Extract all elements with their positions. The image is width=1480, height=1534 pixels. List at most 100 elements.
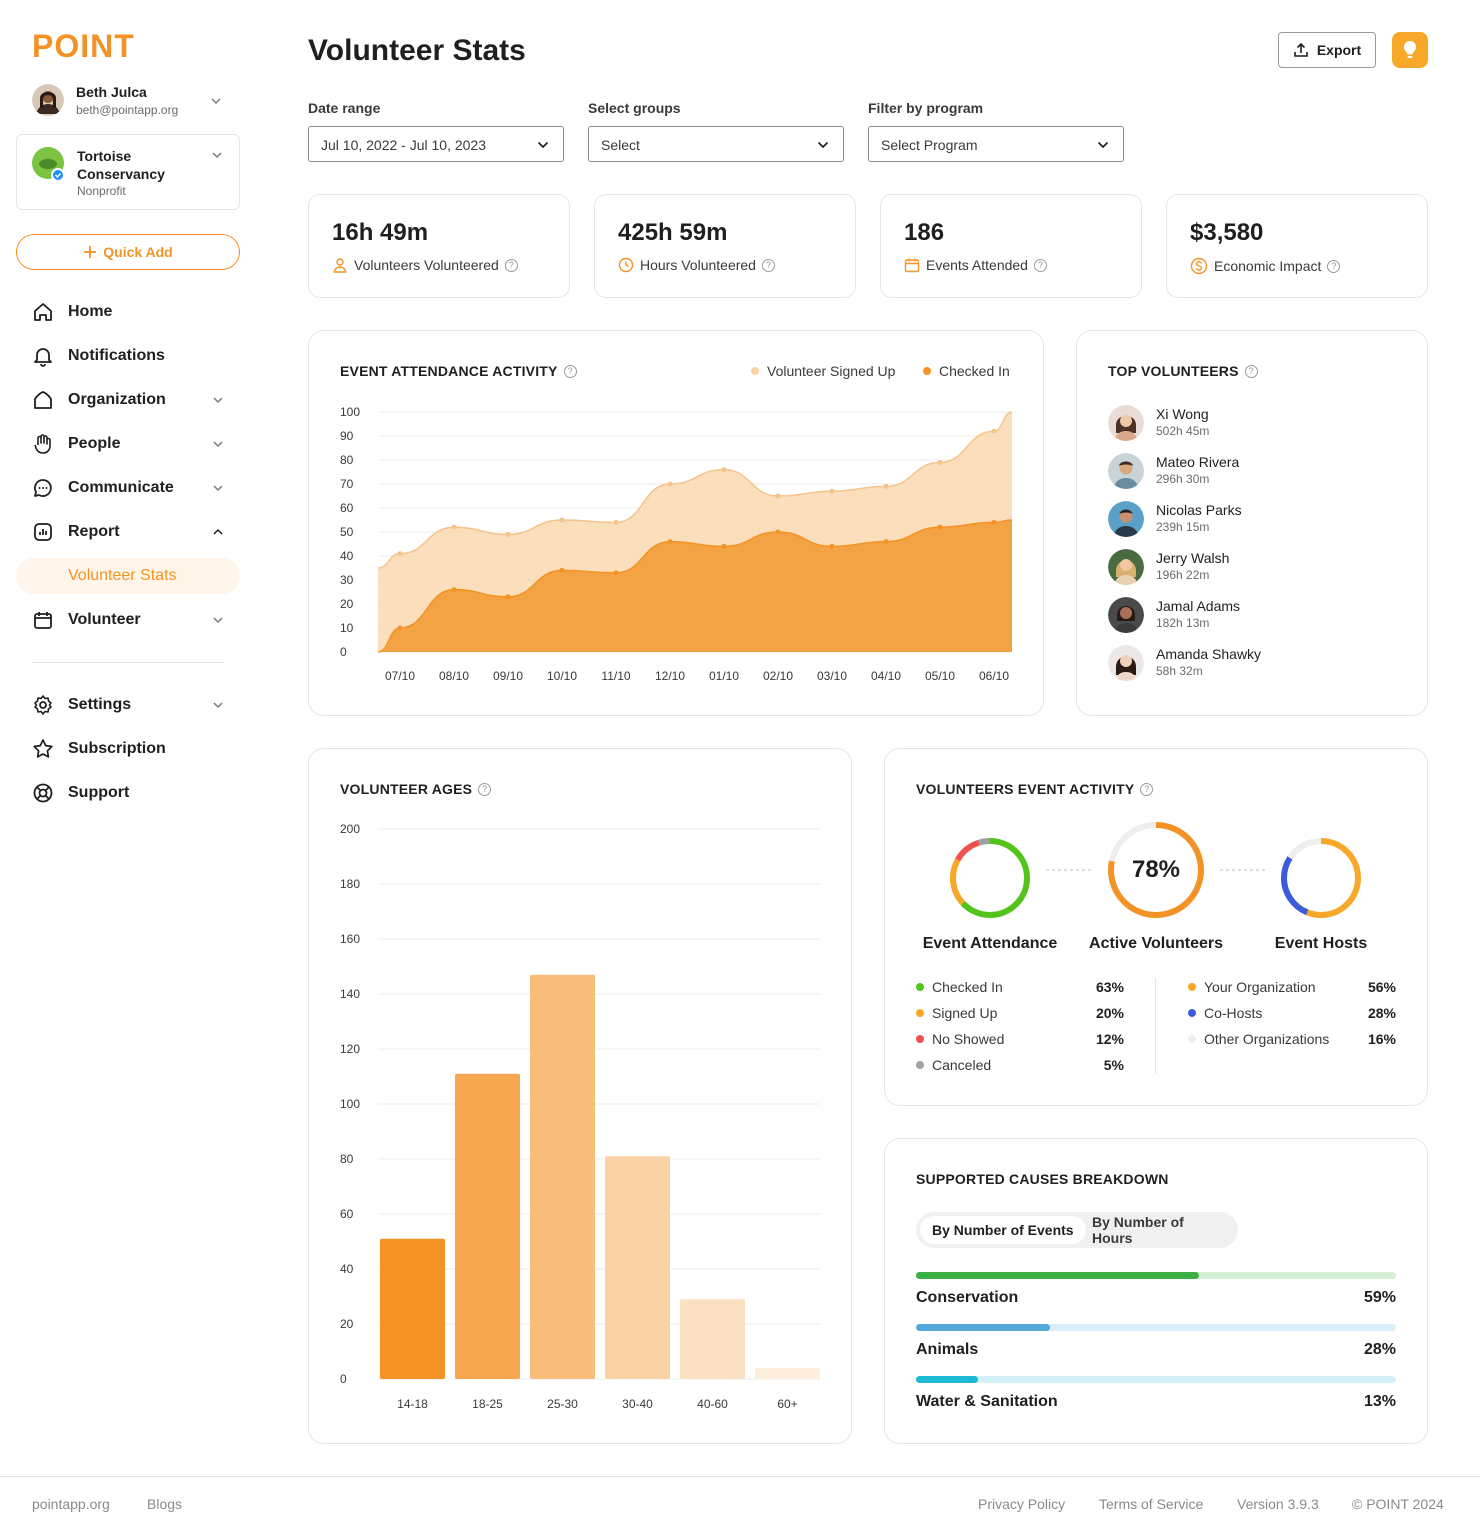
y-tick-label: 80: [340, 453, 354, 467]
nav-communicate[interactable]: Communicate: [32, 476, 224, 500]
x-tick-label: 03/10: [817, 669, 847, 683]
y-tick-label: 60: [340, 1207, 354, 1221]
y-tick-label: 140: [340, 987, 360, 1001]
data-point: [397, 625, 403, 631]
help-icon[interactable]: ?: [1033, 258, 1047, 272]
nav-organization[interactable]: Organization: [32, 388, 224, 412]
avatar: [1108, 645, 1144, 681]
stat-card: 16h 49m Volunteers Volunteered ?: [308, 194, 570, 298]
help-icon[interactable]: ?: [761, 258, 775, 272]
help-icon[interactable]: ?: [1244, 364, 1258, 378]
chevron-down-icon: [817, 141, 829, 149]
tips-button[interactable]: [1392, 32, 1428, 68]
report-icon: [34, 523, 52, 541]
data-point: [667, 539, 673, 545]
y-tick-label: 40: [340, 1262, 354, 1276]
export-button[interactable]: Export: [1278, 32, 1376, 68]
clock-icon: [618, 257, 634, 273]
org-switcher[interactable]: Tortoise Conservancy Nonprofit: [16, 134, 240, 210]
y-tick-label: 0: [340, 1372, 347, 1386]
legend-dot: [916, 1061, 924, 1069]
org-logo-icon: [32, 147, 65, 181]
legend-signed-up-label: Volunteer Signed Up: [767, 363, 896, 379]
tab-by-hours[interactable]: By Number of Hours: [1092, 1214, 1184, 1246]
event-activity-title-text: VOLUNTEERS EVENT ACTIVITY: [916, 781, 1135, 797]
area-checked-in: [378, 520, 1012, 652]
stat-value: 16h 49m: [332, 219, 429, 246]
legend-label: Checked In: [932, 979, 1003, 995]
footer-site-link[interactable]: pointapp.org: [32, 1496, 110, 1512]
chevron-down-icon: [213, 702, 223, 709]
x-tick-label: 25-30: [547, 1397, 578, 1411]
ring-segment: [1281, 838, 1361, 918]
bar: [455, 1073, 520, 1379]
nav-support[interactable]: Support: [32, 781, 224, 805]
ages-title-text: VOLUNTEER AGES: [340, 781, 473, 797]
data-point: [883, 539, 889, 545]
bar: [605, 1156, 670, 1379]
program-value: Select Program: [881, 137, 978, 153]
nav-report[interactable]: Report: [32, 520, 224, 544]
legend-item: Other Organizations: [1188, 1031, 1329, 1047]
help-icon[interactable]: ?: [1140, 782, 1154, 796]
legend-checked-in: Checked In: [923, 363, 1010, 379]
nav-volunteer[interactable]: Volunteer: [32, 608, 224, 632]
top-volunteers-title: TOP VOLUNTEERS ?: [1108, 363, 1258, 379]
footer-terms-link[interactable]: Terms of Service: [1099, 1496, 1204, 1512]
nav-home[interactable]: Home: [32, 300, 224, 324]
nav-notifications-label: Notifications: [68, 347, 165, 364]
x-tick-label: 06/10: [979, 669, 1009, 683]
tab-by-events[interactable]: By Number of Events: [920, 1216, 1086, 1244]
event-hosts-ring: [1281, 838, 1361, 918]
legend-checked-in-label: Checked In: [939, 363, 1010, 379]
volunteer-name: Jamal Adams: [1156, 598, 1241, 614]
x-tick-label: 05/10: [925, 669, 955, 683]
user-email: beth@pointapp.org: [76, 103, 179, 117]
date-range-select[interactable]: Jul 10, 2022 - Jul 10, 2023: [308, 126, 564, 162]
data-point: [613, 519, 619, 525]
stat-label: Hours Volunteered ?: [618, 257, 775, 273]
help-icon[interactable]: ?: [563, 364, 577, 378]
data-point: [721, 543, 727, 549]
data-point: [613, 570, 619, 576]
x-tick-label: 10/10: [547, 669, 577, 683]
x-tick-label: 60+: [777, 1397, 797, 1411]
nav-people[interactable]: People: [32, 432, 224, 456]
page-title: Volunteer Stats: [308, 34, 526, 67]
nav-subscription[interactable]: Subscription: [32, 737, 224, 761]
program-label: Filter by program: [868, 100, 984, 116]
ages-chart: 0 20 40 60 80 100 120 140 160 180 200 14-18 18-25 25-…: [340, 822, 820, 1411]
nav-settings[interactable]: Settings: [32, 693, 224, 717]
nav-report-label: Report: [68, 523, 120, 540]
attendance-title: EVENT ATTENDANCE ACTIVITY ?: [340, 363, 577, 379]
lifebuoy-icon: [33, 783, 53, 803]
help-icon[interactable]: ?: [478, 782, 492, 796]
chevron-down-icon: [213, 397, 223, 404]
stat-value: 186: [904, 219, 945, 246]
avatar: [1108, 549, 1144, 585]
user-menu[interactable]: Beth Julca beth@pointapp.org: [32, 84, 240, 120]
x-tick-label: 12/10: [655, 669, 685, 683]
legend-divider: [1155, 978, 1156, 1074]
attendance-title-text: EVENT ATTENDANCE ACTIVITY: [340, 363, 558, 379]
quick-add-label: Quick Add: [103, 244, 173, 260]
program-select[interactable]: Select Program: [868, 126, 1124, 162]
nav-notifications[interactable]: Notifications: [32, 344, 224, 368]
stat-label-text: Events Attended: [926, 257, 1028, 273]
help-icon[interactable]: ?: [504, 258, 518, 272]
groups-select[interactable]: Select: [588, 126, 844, 162]
footer-privacy-link[interactable]: Privacy Policy: [978, 1496, 1066, 1512]
footer-blogs-link[interactable]: Blogs: [147, 1496, 183, 1512]
event-activity-title: VOLUNTEERS EVENT ACTIVITY ?: [916, 781, 1154, 797]
point-logo[interactable]: POINT: [32, 28, 135, 64]
progress-bar: [916, 1324, 1396, 1331]
progress-fill: [916, 1324, 1051, 1331]
help-icon[interactable]: ?: [1327, 259, 1341, 273]
legend-value: 28%: [1367, 1005, 1396, 1021]
legend-item: Co-Hosts: [1188, 1005, 1262, 1021]
date-range-value: Jul 10, 2022 - Jul 10, 2023: [321, 137, 487, 153]
legend-label: Other Organizations: [1204, 1031, 1330, 1047]
nav-volunteer-stats[interactable]: Volunteer Stats: [16, 558, 240, 594]
quick-add-button[interactable]: Quick Add: [16, 234, 240, 270]
data-point: [937, 524, 943, 530]
